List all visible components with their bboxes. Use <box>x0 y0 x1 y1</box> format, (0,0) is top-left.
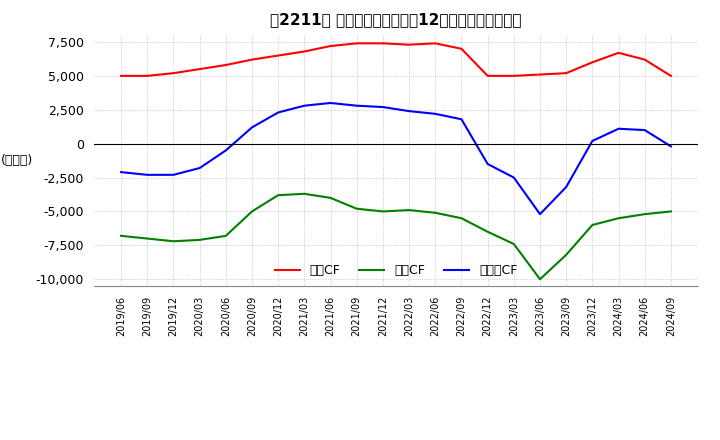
フリーCF <box>640 128 649 133</box>
Line: フリーCF: フリーCF <box>121 103 671 214</box>
フリーCF <box>379 104 387 110</box>
投資CF <box>117 233 125 238</box>
営業CF <box>614 50 623 55</box>
フリーCF <box>143 172 152 177</box>
営業CF <box>457 46 466 51</box>
フリーCF <box>431 111 440 117</box>
営業CF <box>536 72 544 77</box>
営業CF <box>379 40 387 46</box>
投資CF <box>352 206 361 211</box>
投資CF <box>562 252 570 257</box>
フリーCF <box>326 100 335 106</box>
Line: 営業CF: 営業CF <box>121 43 671 76</box>
投資CF <box>510 241 518 246</box>
投資CF <box>143 236 152 241</box>
フリーCF <box>248 125 256 130</box>
営業CF <box>222 62 230 68</box>
投資CF <box>169 238 178 244</box>
営業CF <box>195 66 204 72</box>
フリーCF <box>588 138 597 143</box>
フリーCF <box>667 144 675 149</box>
投資CF <box>640 212 649 217</box>
投資CF <box>614 216 623 221</box>
営業CF <box>562 70 570 76</box>
フリーCF <box>536 212 544 217</box>
投資CF <box>536 277 544 282</box>
投資CF <box>457 216 466 221</box>
投資CF <box>222 233 230 238</box>
営業CF <box>640 57 649 62</box>
投資CF <box>195 237 204 242</box>
営業CF <box>274 53 282 58</box>
営業CF <box>326 44 335 49</box>
営業CF <box>117 73 125 78</box>
フリーCF <box>117 169 125 175</box>
フリーCF <box>300 103 309 108</box>
Line: 投資CF: 投資CF <box>121 194 671 279</box>
投資CF <box>667 209 675 214</box>
フリーCF <box>614 126 623 132</box>
投資CF <box>431 210 440 216</box>
フリーCF <box>457 117 466 122</box>
投資CF <box>274 193 282 198</box>
Title: 　2211、 キャッシュフローの12か月移動合計の推移: 2211、 キャッシュフローの12か月移動合計の推移 <box>270 12 522 27</box>
フリーCF <box>405 109 413 114</box>
営業CF <box>169 70 178 76</box>
Y-axis label: (百万円): (百万円) <box>1 154 32 167</box>
投資CF <box>588 222 597 227</box>
営業CF <box>143 73 152 78</box>
フリーCF <box>562 184 570 190</box>
投資CF <box>379 209 387 214</box>
フリーCF <box>195 165 204 171</box>
営業CF <box>431 40 440 46</box>
営業CF <box>667 73 675 78</box>
営業CF <box>405 42 413 48</box>
営業CF <box>248 57 256 62</box>
フリーCF <box>169 172 178 177</box>
営業CF <box>483 73 492 78</box>
フリーCF <box>222 148 230 153</box>
フリーCF <box>510 175 518 180</box>
営業CF <box>352 40 361 46</box>
投資CF <box>405 207 413 213</box>
投資CF <box>248 209 256 214</box>
営業CF <box>588 60 597 65</box>
投資CF <box>326 195 335 201</box>
Legend: 営業CF, 投資CF, フリーCF: 営業CF, 投資CF, フリーCF <box>270 259 522 282</box>
フリーCF <box>352 103 361 108</box>
フリーCF <box>274 110 282 115</box>
営業CF <box>510 73 518 78</box>
投資CF <box>300 191 309 196</box>
投資CF <box>483 229 492 235</box>
営業CF <box>300 49 309 54</box>
フリーCF <box>483 161 492 167</box>
